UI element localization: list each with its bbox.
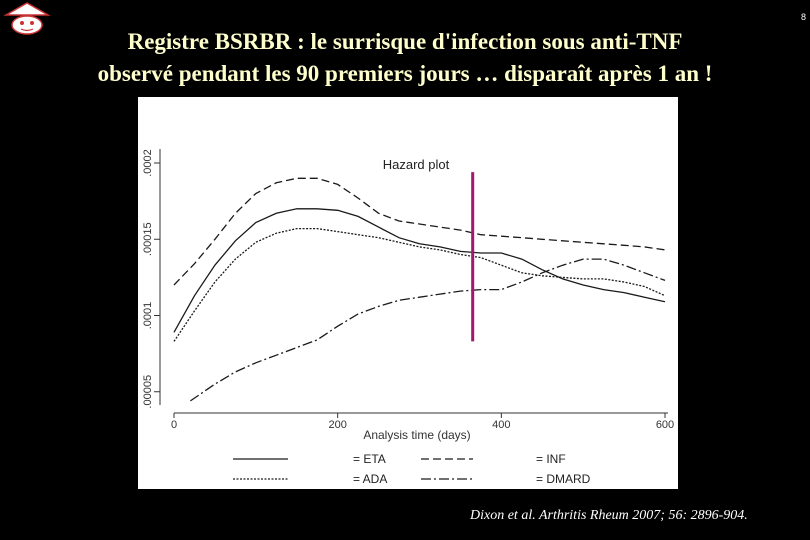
hazard-chart-image: Hazard plot .00005 .0001 .00015 .0002 0 200 400…: [138, 97, 678, 489]
series-line-ada: [173, 227, 666, 342]
x-tick-label: 200: [328, 419, 346, 431]
legend-label: = ADA: [353, 472, 387, 486]
series-line-inf: [173, 177, 666, 286]
y-tick-label: .00015: [142, 222, 154, 256]
slide-title-line-2: observé pendant les 90 premiers jours … …: [97, 61, 713, 86]
x-tick-label: 0: [171, 419, 177, 431]
legend-label: = ETA: [353, 452, 386, 466]
y-tick-label: .0002: [142, 149, 154, 177]
slide-title-line-1: Registre BSRBR : le surrisque d'infectio…: [127, 29, 683, 54]
page-number: 8: [800, 12, 806, 22]
chart-title: Hazard plot: [383, 157, 450, 172]
slide-title: Registre BSRBR : le surrisque d'infectio…: [0, 26, 810, 90]
y-tick-label: .0001: [142, 302, 154, 330]
series-line-dmard: [190, 258, 666, 402]
x-tick-label: 600: [656, 419, 674, 431]
x-tick-label: 400: [492, 419, 510, 431]
logo-icon: [3, 2, 51, 35]
legend-label: = DMARD: [536, 472, 591, 486]
x-axis-label: Analysis time (days): [363, 428, 470, 442]
legend-label: = INF: [536, 452, 566, 466]
citation: Dixon et al. Arthritis Rheum 2007; 56: 2…: [470, 508, 748, 523]
series-line-eta: [173, 208, 666, 333]
y-tick-label: .00005: [142, 375, 154, 409]
hazard-plot-svg: Hazard plot .00005 .0001 .00015 .0002 0 200 400…: [142, 149, 674, 486]
